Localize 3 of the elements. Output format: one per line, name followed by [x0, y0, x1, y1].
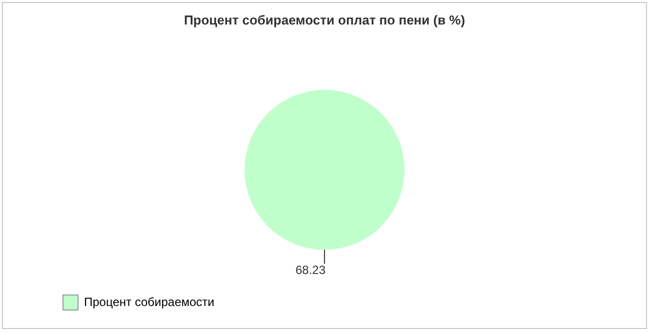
chart-title: Процент собираемости оплат по пени (в %) — [184, 12, 466, 28]
data-label: 68.23 — [295, 263, 326, 278]
legend-label: Процент собираемости — [84, 294, 214, 309]
